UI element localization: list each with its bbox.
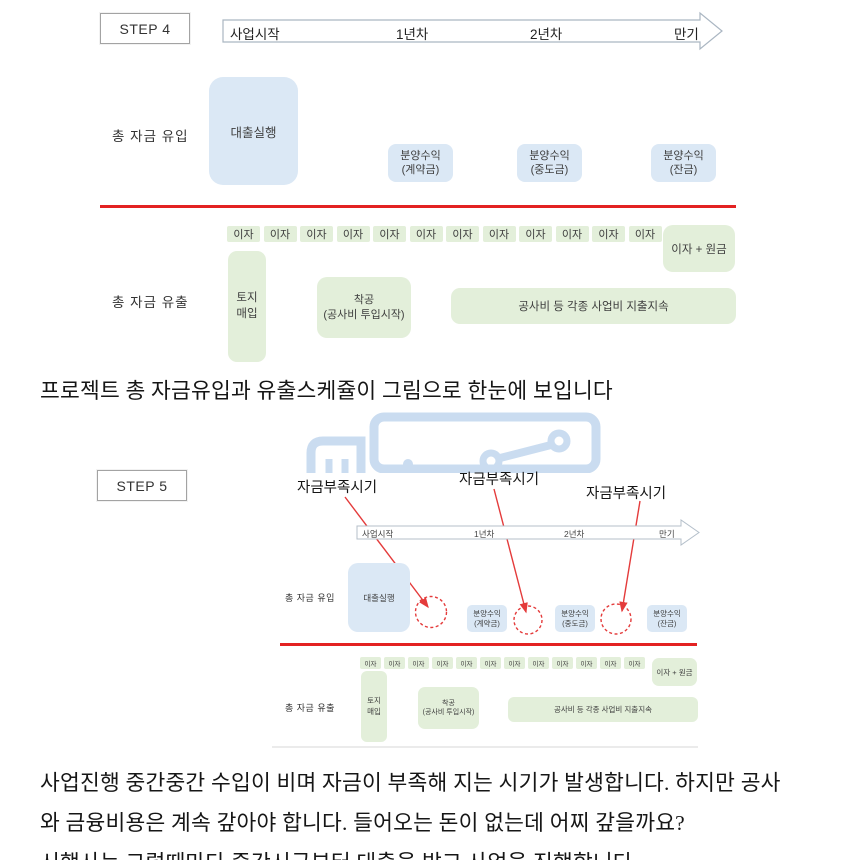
mini-slide-bottom-edge xyxy=(272,746,698,748)
sale-interim-box: 분양수익 (중도금) xyxy=(517,144,582,182)
sale-balance-box: 분양수익 (잔금) xyxy=(651,144,716,182)
interest-box: 이자 xyxy=(300,226,333,242)
timeline-tick-start: 사업시작 xyxy=(230,27,280,42)
mini-timeline-arrow xyxy=(356,519,700,546)
mini-interest-box: 이자 xyxy=(528,657,549,669)
interest-box: 이자 xyxy=(592,226,625,242)
timeline-tick-year2: 2년차 xyxy=(530,27,563,42)
mini-interest-box: 이자 xyxy=(504,657,525,669)
shortage-circle-1 xyxy=(414,595,448,629)
mini-interest-box: 이자 xyxy=(384,657,405,669)
shortage-label-2: 자금부족시기 xyxy=(459,472,540,488)
mini-interest-box: 이자 xyxy=(360,657,381,669)
inflow-label: 총 자금 유입 xyxy=(112,129,189,144)
interest-row: 이자 이자 이자 이자 이자 이자 이자 이자 이자 이자 이자 이자 xyxy=(227,226,662,242)
interest-box: 이자 xyxy=(555,226,589,242)
mini-interest-box: 이자 xyxy=(552,657,573,669)
interest-box: 이자 xyxy=(263,226,297,242)
mini-sale-contract-box: 분양수익 (계약금) xyxy=(467,605,507,632)
caption-text: 프로젝트 총 자금유입과 유출스케쥴이 그림으로 한눈에 보입니다 xyxy=(40,379,613,403)
mini-outflow-label: 총 자금 유출 xyxy=(285,703,335,713)
chart-watermark-icon xyxy=(306,412,601,473)
timeline-tick-maturity: 만기 xyxy=(674,27,699,42)
interest-box: 이자 xyxy=(446,226,479,242)
mini-land-purchase-box: 토지 매입 xyxy=(361,671,387,742)
mini-interest-principal-box: 이자 + 원금 xyxy=(652,658,697,686)
timeline-tick-year1: 1년차 xyxy=(396,27,429,42)
mini-interest-box: 이자 xyxy=(408,657,429,669)
mini-interest-box: 이자 xyxy=(480,657,501,669)
mini-tick-maturity: 만기 xyxy=(659,529,675,539)
mini-inflow-label: 총 자금 유입 xyxy=(285,593,335,603)
loan-box: 대출실행 xyxy=(209,77,298,185)
shortage-circle-3 xyxy=(600,603,632,635)
sale-contract-box: 분양수익 (계약금) xyxy=(388,144,453,182)
shortage-circle-2 xyxy=(513,605,543,635)
shortage-label-3: 자금부족시기 xyxy=(586,486,667,502)
mini-sale-balance-box: 분양수익 (잔금) xyxy=(647,605,687,632)
mini-loan-box: 대출실행 xyxy=(348,563,410,632)
paragraph-line-3: 시행사는 그럴때마다 중간시급부터 대출을 받고 사업을 진행합니다 xyxy=(40,846,633,860)
mini-tick-year2: 2년차 xyxy=(564,529,585,539)
mini-interest-box: 이자 xyxy=(432,657,453,669)
paragraph-line-1: 사업진행 중간중간 수입이 비며 자금이 부족해 지는 시기가 발생합니다. 하… xyxy=(40,771,781,795)
land-purchase-box: 토지 매입 xyxy=(228,251,266,362)
mini-tick-year1: 1년차 xyxy=(474,529,495,539)
step5-label: STEP 5 xyxy=(116,477,168,494)
interest-box: 이자 xyxy=(482,226,516,242)
step5-badge: STEP 5 xyxy=(97,470,187,501)
mini-tick-start: 사업시작 xyxy=(362,529,394,539)
mini-construction-cost-box: 공사비 등 각종 사업비 지출지속 xyxy=(508,697,698,722)
mini-construction-start-box: 착공 (공사비 투입시작) xyxy=(418,687,479,729)
interest-box: 이자 xyxy=(227,226,260,242)
shortage-arrow-2 xyxy=(493,488,528,614)
mini-interest-box: 이자 xyxy=(600,657,621,669)
mini-interest-row: 이자 이자 이자 이자 이자 이자 이자 이자 이자 이자 이자 이자 xyxy=(360,657,645,669)
construction-start-box: 착공 (공사비 투입시작) xyxy=(317,277,411,338)
mini-interest-box: 이자 xyxy=(624,657,645,669)
mini-interest-box: 이자 xyxy=(456,657,477,669)
interest-box: 이자 xyxy=(628,226,662,242)
shortage-label-1: 자금부족시기 xyxy=(297,480,378,496)
timeline-arrow xyxy=(222,11,723,51)
step4-badge: STEP 4 xyxy=(100,13,190,44)
inflow-outflow-divider xyxy=(100,205,736,208)
step4-label: STEP 4 xyxy=(119,20,171,37)
shortage-arrow-3 xyxy=(619,500,641,613)
mini-sale-interim-box: 분양수익 (중도금) xyxy=(555,605,595,632)
interest-principal-box: 이자 + 원금 xyxy=(663,225,735,272)
construction-cost-box: 공사비 등 각종 사업비 지출지속 xyxy=(451,288,736,324)
interest-box: 이자 xyxy=(373,226,406,242)
outflow-label: 총 자금 유출 xyxy=(112,295,189,310)
interest-box: 이자 xyxy=(519,226,552,242)
paragraph-line-2: 와 금융비용은 계속 갚아야 합니다. 들어오는 돈이 없는데 어찌 갚을까요? xyxy=(40,811,685,835)
mini-divider xyxy=(280,643,697,646)
interest-box: 이자 xyxy=(409,226,443,242)
mini-interest-box: 이자 xyxy=(576,657,597,669)
interest-box: 이자 xyxy=(336,226,370,242)
